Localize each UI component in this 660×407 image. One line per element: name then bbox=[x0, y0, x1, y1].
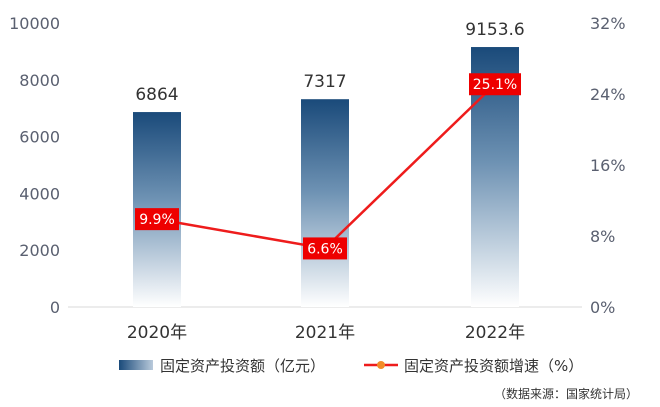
legend-swatch-bar bbox=[119, 360, 153, 370]
bar-value-label: 6864 bbox=[135, 85, 178, 105]
legend-label-line: 固定资产投资额增速（%） bbox=[404, 357, 583, 375]
line-label-box bbox=[469, 73, 521, 96]
line-value-label: 25.1% bbox=[473, 77, 517, 93]
bar-value-labels: 6864 7317 9153.6 bbox=[135, 20, 524, 105]
category-label: 2021年 bbox=[295, 323, 355, 343]
right-tick-label: 32% bbox=[590, 14, 626, 33]
left-tick-label: 2000 bbox=[19, 241, 60, 260]
left-tick-label: 10000 bbox=[9, 14, 60, 33]
line-label-box bbox=[135, 208, 179, 231]
left-tick-label: 6000 bbox=[19, 128, 60, 147]
left-axis-ticks: 0 2000 4000 6000 8000 10000 bbox=[9, 14, 60, 317]
line-series: 9.9% 6.6% 25.1% bbox=[135, 73, 521, 260]
left-tick-label: 4000 bbox=[19, 184, 60, 203]
left-tick-label: 8000 bbox=[19, 71, 60, 90]
left-tick-label: 0 bbox=[50, 298, 60, 317]
bar bbox=[301, 99, 349, 307]
bar-series bbox=[133, 47, 519, 308]
legend-label-bar: 固定资产投资额（亿元） bbox=[160, 357, 325, 375]
line-value-label: 6.6% bbox=[307, 241, 343, 257]
legend-swatch-marker bbox=[377, 361, 385, 369]
bar-value-label: 9153.6 bbox=[465, 20, 524, 40]
category-label: 2020年 bbox=[127, 323, 187, 343]
right-tick-label: 0% bbox=[590, 298, 615, 317]
right-tick-label: 24% bbox=[590, 85, 626, 104]
category-label: 2022年 bbox=[465, 323, 525, 343]
right-tick-label: 16% bbox=[590, 156, 626, 175]
category-labels: 2020年 2021年 2022年 bbox=[127, 323, 525, 343]
line-label-box bbox=[303, 237, 347, 260]
source-note: （数据来源：国家统计局） bbox=[494, 386, 638, 401]
legend: 固定资产投资额（亿元） 固定资产投资额增速（%） bbox=[119, 357, 583, 375]
bar-value-label: 7317 bbox=[303, 72, 346, 92]
right-axis-ticks: 0% 8% 16% 24% 32% bbox=[590, 14, 626, 317]
right-tick-label: 8% bbox=[590, 227, 615, 246]
line-value-label: 9.9% bbox=[139, 212, 175, 228]
